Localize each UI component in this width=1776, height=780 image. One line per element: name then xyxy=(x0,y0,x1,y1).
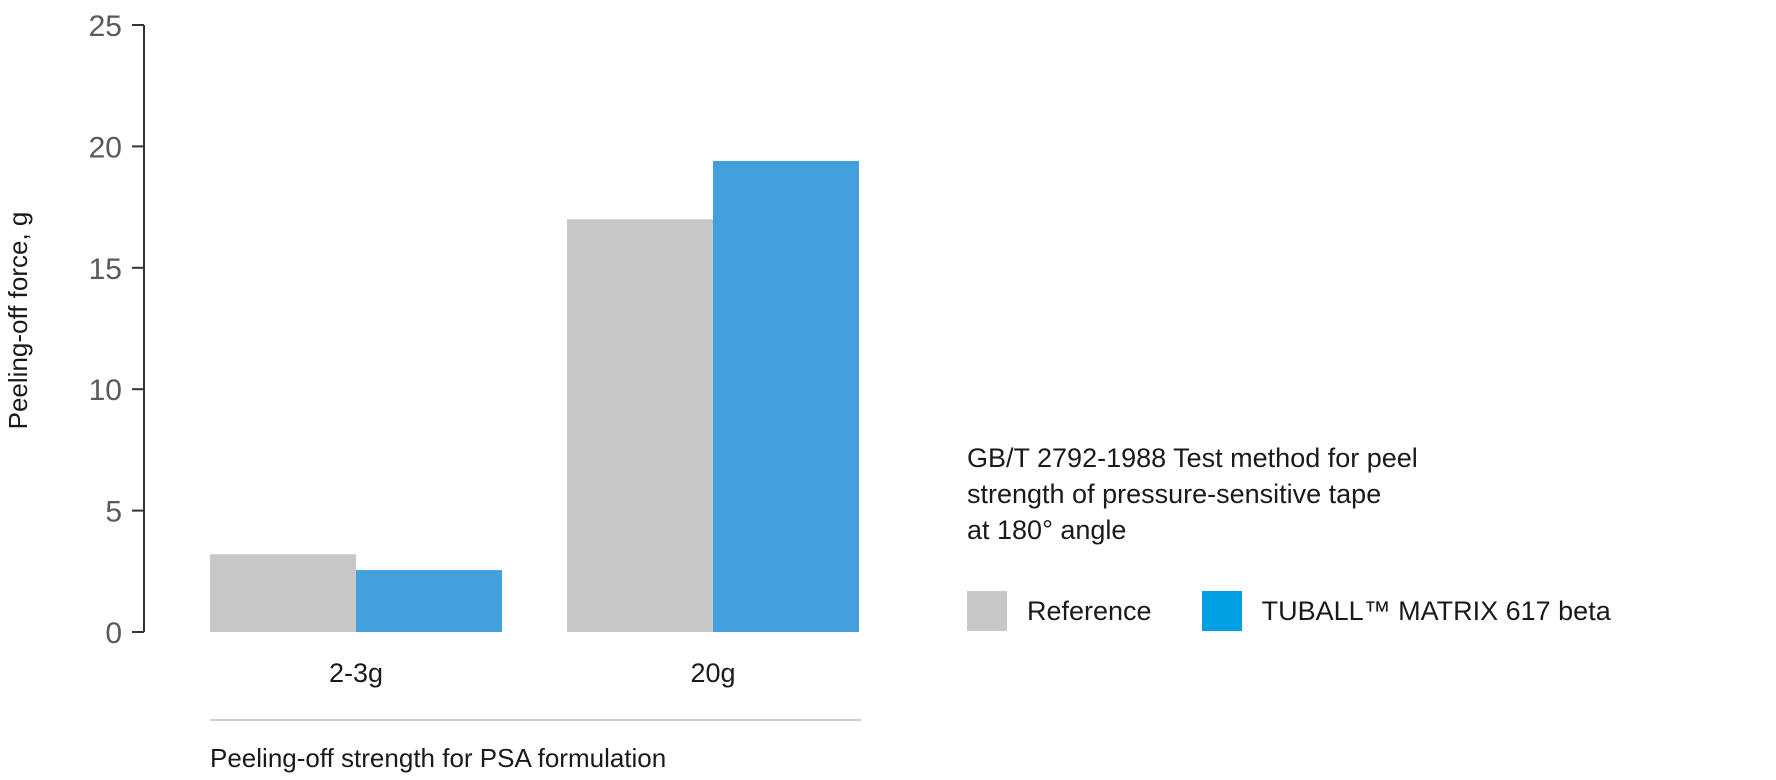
x-category-label: 2-3g xyxy=(329,658,383,688)
legend-item-reference: Reference xyxy=(967,591,1152,631)
legend-swatch-tuball xyxy=(1201,591,1242,631)
test-method-note: GB/T 2792-1988 Test method for peel stre… xyxy=(967,440,1527,548)
note-line: GB/T 2792-1988 Test method for peel xyxy=(967,443,1418,473)
y-tick-label: 15 xyxy=(89,253,122,286)
x-category-label: 20g xyxy=(690,658,735,688)
legend-item-tuball: TUBALL™ MATRIX 617 beta xyxy=(1201,591,1611,631)
y-ticks: 0 5 10 15 20 25 xyxy=(89,10,144,650)
y-tick-label: 25 xyxy=(89,10,122,43)
legend-label: TUBALL™ MATRIX 617 beta xyxy=(1261,595,1611,626)
y-tick-label: 10 xyxy=(89,374,122,407)
legend-swatch-reference xyxy=(967,591,1007,631)
legend: Reference TUBALL™ MATRIX 617 beta xyxy=(967,591,1661,631)
bars xyxy=(210,160,859,633)
bar-reference-1 xyxy=(567,219,713,633)
bar-tuball-0 xyxy=(356,570,502,632)
y-tick-label: 20 xyxy=(89,131,122,164)
y-tick-label: 0 xyxy=(105,617,122,650)
bar-reference-0 xyxy=(210,554,356,632)
legend-label: Reference xyxy=(1027,595,1152,626)
y-axis-title: Peeling-off force, g xyxy=(3,212,33,430)
note-line: at 180° angle xyxy=(967,515,1127,545)
x-labels: 2-3g 20g xyxy=(329,658,736,688)
note-line: strength of pressure-sensitive tape xyxy=(967,479,1382,509)
y-tick-label: 5 xyxy=(105,496,122,529)
x-axis-title: Peeling-off strength for PSA formulation xyxy=(210,743,666,773)
bar-tuball-1 xyxy=(713,160,859,632)
